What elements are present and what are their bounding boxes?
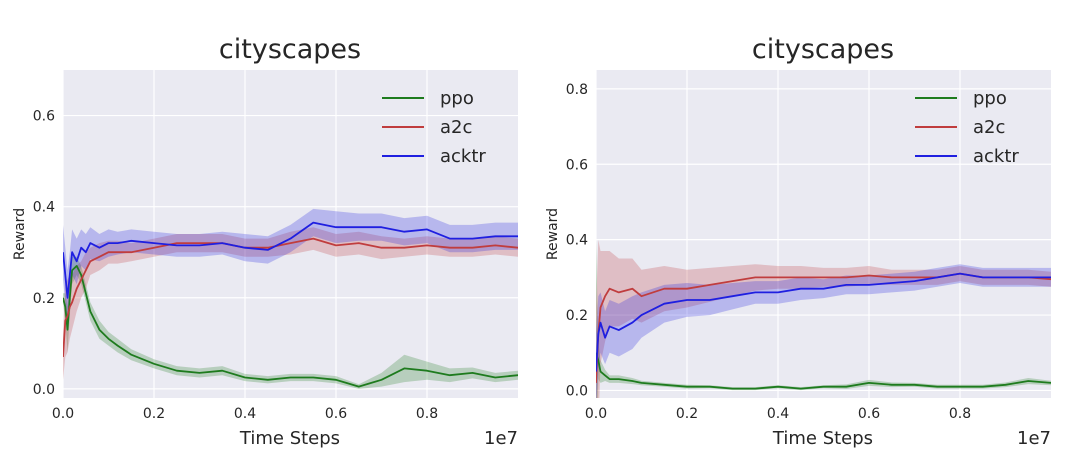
chart-panel-left: 0.0 0.2 0.4 0.6 0.8 0.0 0.2 0.4 0.6 cityscapes Tim… — [12, 34, 518, 449]
legend-label-acktr: acktr — [973, 146, 1019, 167]
x-tick-label: 0.6 — [325, 406, 347, 422]
series-band-acktr — [596, 264, 1051, 398]
x-tick-label: 0.0 — [52, 406, 74, 422]
y-tick-label: 0.8 — [566, 82, 588, 98]
series-line-ppo — [63, 265, 518, 388]
series-band-ppo — [63, 256, 518, 389]
y-tick-label: 0.4 — [33, 200, 55, 216]
y-tick-label: 0.6 — [566, 157, 588, 173]
x-tick-label: 0.0 — [585, 406, 607, 422]
chart-panel-right: 0.0 0.2 0.4 0.6 0.8 0.0 0.2 0.4 0.6 0.8 cityscapes… — [545, 34, 1051, 449]
x-axis-offset-label: 1e7 — [1017, 428, 1051, 449]
series-line-acktr — [596, 272, 1051, 372]
series-band-acktr — [63, 208, 518, 326]
legend-label-ppo: ppo — [973, 88, 1007, 109]
series-line-ppo — [596, 352, 1051, 390]
legend-label-ppo: ppo — [440, 88, 474, 109]
series-group — [596, 239, 1051, 398]
x-axis-label: Time Steps — [772, 428, 873, 449]
x-tick-label: 0.8 — [416, 406, 438, 422]
y-tick-label: 0.2 — [566, 308, 588, 324]
x-tick-label: 0.2 — [676, 406, 698, 422]
chart-title: cityscapes — [219, 34, 361, 65]
y-tick-label: 0.0 — [33, 382, 55, 398]
x-tick-label: 0.4 — [234, 406, 256, 422]
plot-area — [63, 70, 518, 398]
x-tick-label: 0.4 — [767, 406, 789, 422]
y-axis-label: Reward — [545, 208, 561, 260]
y-tick-label: 0.4 — [566, 233, 588, 249]
series-line-a2c — [63, 237, 518, 358]
series-group — [63, 208, 518, 389]
x-tick-label: 0.8 — [949, 406, 971, 422]
y-axis-label: Reward — [12, 208, 28, 260]
y-tick-label: 0.0 — [566, 383, 588, 399]
chart-title: cityscapes — [752, 34, 894, 65]
x-axis-label: Time Steps — [239, 428, 340, 449]
y-tick-label: 0.2 — [33, 291, 55, 307]
x-tick-label: 0.2 — [143, 406, 165, 422]
legend-label-a2c: a2c — [973, 117, 1005, 138]
x-tick-label: 0.6 — [858, 406, 880, 422]
series-line-acktr — [63, 221, 518, 299]
legend-label-acktr: acktr — [440, 146, 486, 167]
y-tick-label: 0.6 — [33, 109, 55, 125]
plot-area — [596, 70, 1051, 398]
x-axis-offset-label: 1e7 — [484, 428, 518, 449]
series-band-a2c — [596, 239, 1051, 398]
legend-label-a2c: a2c — [440, 117, 472, 138]
